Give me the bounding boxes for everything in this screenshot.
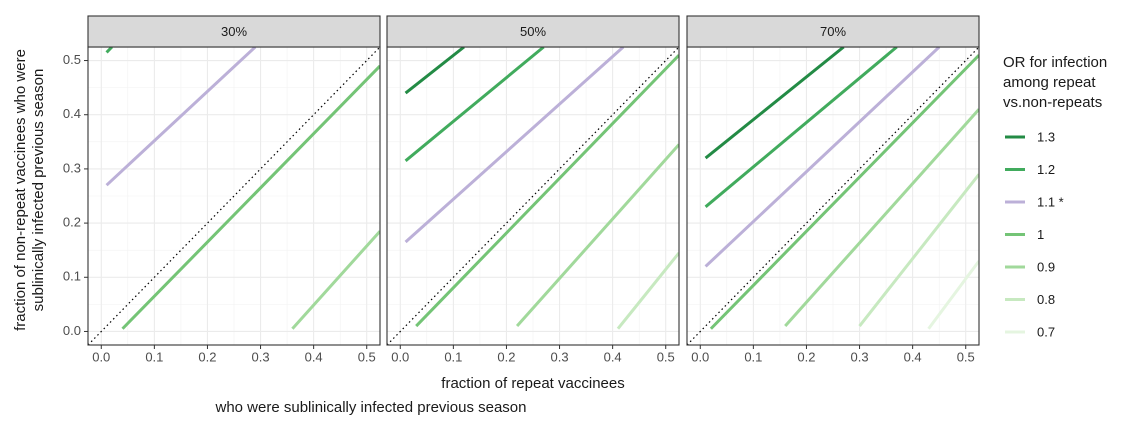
legend-title: among repeat xyxy=(1003,74,1096,91)
line xyxy=(415,54,679,328)
x-tick-label: 0.4 xyxy=(604,349,622,364)
line xyxy=(704,47,898,208)
x-tick-label: 0.0 xyxy=(391,349,409,364)
x-tick-label: 0.5 xyxy=(657,349,675,364)
legend-title: vs.non-repeats xyxy=(1003,94,1102,111)
legend-label: 1 xyxy=(1037,227,1044,242)
line xyxy=(927,260,979,330)
reference-line xyxy=(687,47,979,345)
reference-line xyxy=(88,47,380,345)
x-tick-label: 0.0 xyxy=(92,349,110,364)
x-tick-label: 0.1 xyxy=(444,349,462,364)
x-tick-label: 0.1 xyxy=(744,349,762,364)
strip-label: 70% xyxy=(820,24,846,39)
x-tick-label: 0.5 xyxy=(957,349,975,364)
line xyxy=(404,47,625,244)
line xyxy=(105,47,257,187)
y-axis-label: sublinically infected previous season xyxy=(30,69,47,312)
y-tick-label: 0.0 xyxy=(63,323,81,338)
line xyxy=(784,108,979,328)
x-tick-label: 0.2 xyxy=(797,349,815,364)
x-tick-label: 0.1 xyxy=(145,349,163,364)
y-tick-label: 0.2 xyxy=(63,215,81,230)
line xyxy=(121,64,380,330)
x-tick-label: 0.4 xyxy=(305,349,323,364)
legend-title: OR for infection xyxy=(1003,54,1107,71)
x-tick-label: 0.0 xyxy=(691,349,709,364)
line xyxy=(704,47,845,160)
line xyxy=(858,173,979,327)
line xyxy=(291,230,380,330)
x-axis-label: fraction of repeat vaccinees xyxy=(441,375,624,392)
line xyxy=(709,54,979,330)
x-tick-label: 0.4 xyxy=(904,349,922,364)
legend-label: 0.8 xyxy=(1037,292,1055,307)
strip xyxy=(686,15,980,48)
x-tick-label: 0.3 xyxy=(252,349,270,364)
legend-label: 0.7 xyxy=(1037,324,1055,339)
strip xyxy=(87,15,381,48)
line xyxy=(616,251,679,330)
strip-label: 50% xyxy=(520,24,546,39)
y-tick-label: 0.1 xyxy=(63,269,81,284)
legend-label: 0.9 xyxy=(1037,259,1055,274)
strip xyxy=(386,15,680,48)
line xyxy=(515,143,679,328)
line xyxy=(404,47,545,162)
line xyxy=(704,47,941,268)
line xyxy=(404,47,465,95)
strip-label: 30% xyxy=(221,24,247,39)
y-tick-label: 0.5 xyxy=(63,52,81,67)
line xyxy=(105,47,113,54)
y-tick-label: 0.4 xyxy=(63,106,81,121)
legend-label: 1.3 xyxy=(1037,129,1055,144)
reference-line xyxy=(387,47,679,345)
x-tick-label: 0.2 xyxy=(497,349,515,364)
legend-label: 1.1 * xyxy=(1037,194,1064,209)
legend-label: 1.2 xyxy=(1037,162,1055,177)
x-axis-label: who were sublinically infected previous … xyxy=(214,399,526,416)
x-tick-label: 0.2 xyxy=(198,349,216,364)
y-tick-label: 0.3 xyxy=(63,160,81,175)
x-tick-label: 0.3 xyxy=(851,349,869,364)
y-axis-label: fraction of non-repeat vaccinees who wer… xyxy=(12,49,29,331)
x-tick-label: 0.5 xyxy=(358,349,376,364)
x-tick-label: 0.3 xyxy=(551,349,569,364)
